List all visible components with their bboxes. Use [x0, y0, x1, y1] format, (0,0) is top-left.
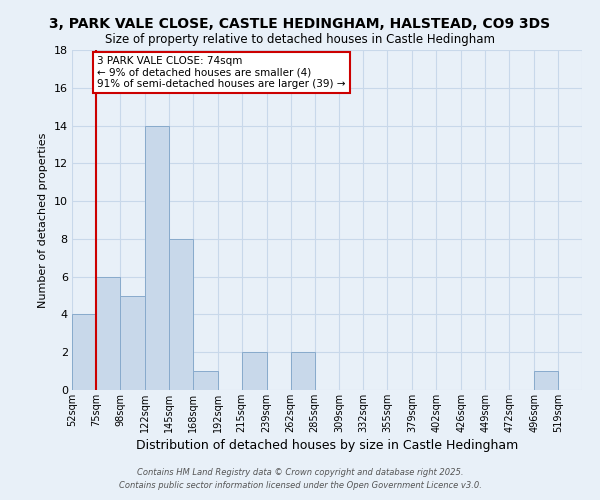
Text: Size of property relative to detached houses in Castle Hedingham: Size of property relative to detached ho…: [105, 32, 495, 46]
Bar: [96, 276, 120, 390]
Bar: [145, 126, 169, 390]
Bar: [120, 296, 145, 390]
Y-axis label: Number of detached properties: Number of detached properties: [38, 132, 48, 308]
Bar: [72, 314, 96, 390]
Bar: [534, 371, 558, 390]
X-axis label: Distribution of detached houses by size in Castle Hedingham: Distribution of detached houses by size …: [136, 439, 518, 452]
Bar: [290, 352, 314, 390]
Bar: [193, 371, 218, 390]
Bar: [169, 239, 193, 390]
Text: Contains HM Land Registry data © Crown copyright and database right 2025.
Contai: Contains HM Land Registry data © Crown c…: [119, 468, 481, 489]
Text: 3, PARK VALE CLOSE, CASTLE HEDINGHAM, HALSTEAD, CO9 3DS: 3, PARK VALE CLOSE, CASTLE HEDINGHAM, HA…: [49, 18, 551, 32]
Bar: [242, 352, 266, 390]
Text: 3 PARK VALE CLOSE: 74sqm
← 9% of detached houses are smaller (4)
91% of semi-det: 3 PARK VALE CLOSE: 74sqm ← 9% of detache…: [97, 56, 346, 89]
